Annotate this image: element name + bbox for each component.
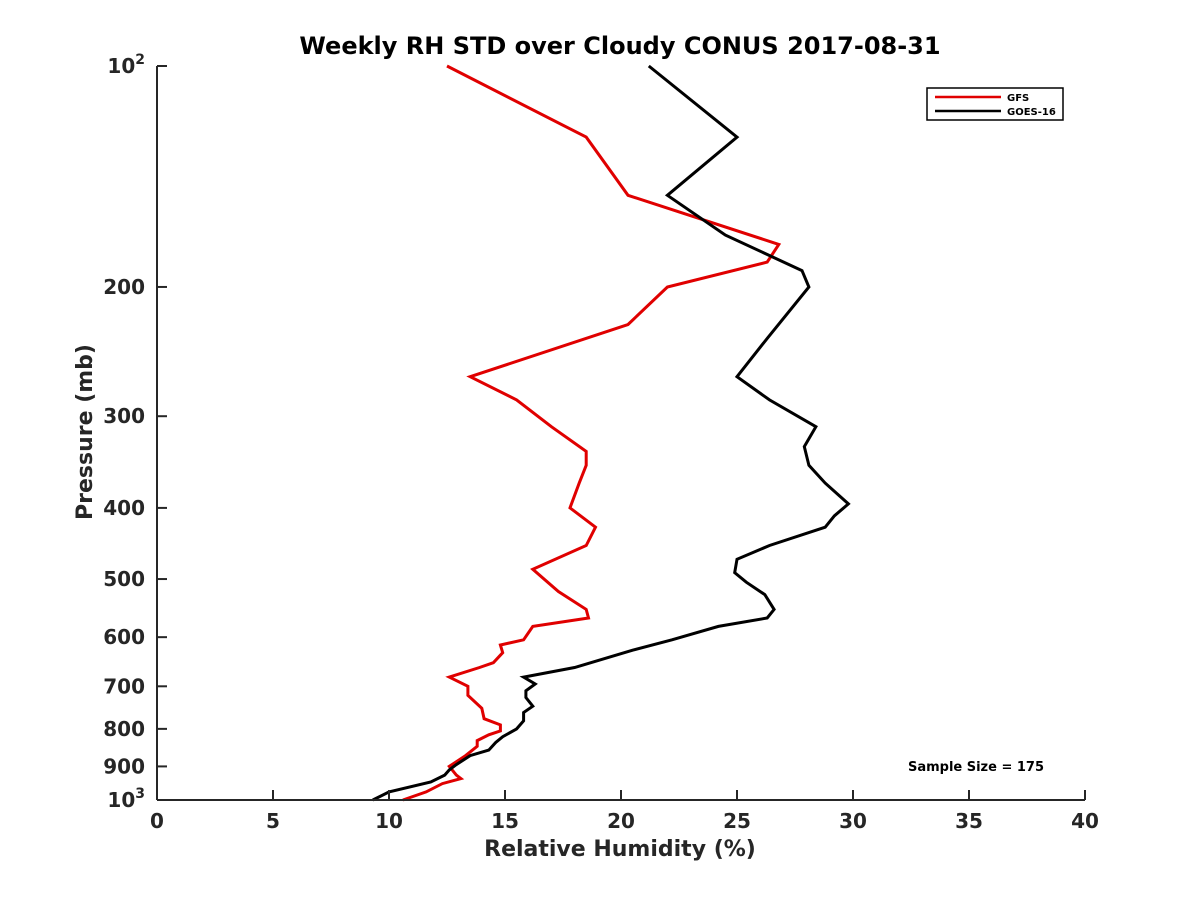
legend: GFS GOES-16 — [926, 87, 1064, 121]
y-axis-label: Pressure (mb) — [73, 344, 98, 520]
y-tick-label: 900 — [103, 754, 145, 778]
series-lines — [372, 64, 851, 802]
x-tick-label: 20 — [607, 809, 635, 833]
y-tick-label: 200 — [103, 275, 145, 299]
x-tick-label: 5 — [266, 809, 280, 833]
x-tick-label: 30 — [839, 809, 867, 833]
chart-title: Weekly RH STD over Cloudy CONUS 2017-08-… — [299, 32, 940, 60]
y-tick-label: 700 — [103, 674, 145, 698]
y-tick-label: 400 — [103, 496, 145, 520]
series-line-goes-16 — [372, 64, 851, 802]
y-tick-label: 103 — [107, 786, 145, 812]
legend-label: GFS — [1007, 93, 1029, 104]
y-tick-label: 600 — [103, 625, 145, 649]
y-tick-label: 800 — [103, 717, 145, 741]
y-tick-label: 102 — [107, 52, 145, 78]
x-tick-label: 35 — [955, 809, 983, 833]
x-tick-label: 0 — [150, 809, 164, 833]
x-tick-label: 25 — [723, 809, 751, 833]
x-tick-label: 10 — [375, 809, 403, 833]
x-tick-label: 15 — [491, 809, 519, 833]
axes: 0 5 10 15 20 25 30 35 40 200 300 400 500 600 700 800 900… — [103, 52, 1099, 833]
x-tick-label: 40 — [1071, 809, 1099, 833]
legend-box — [926, 87, 1064, 121]
x-axis-label: Relative Humidity (%) — [484, 837, 756, 862]
legend-label: GOES-16 — [1007, 107, 1056, 118]
y-tick-label: 500 — [103, 567, 145, 591]
y-tick-label: 300 — [103, 404, 145, 428]
series-line-gfs — [402, 64, 782, 802]
sample-size-annotation: Sample Size = 175 — [908, 760, 1044, 775]
